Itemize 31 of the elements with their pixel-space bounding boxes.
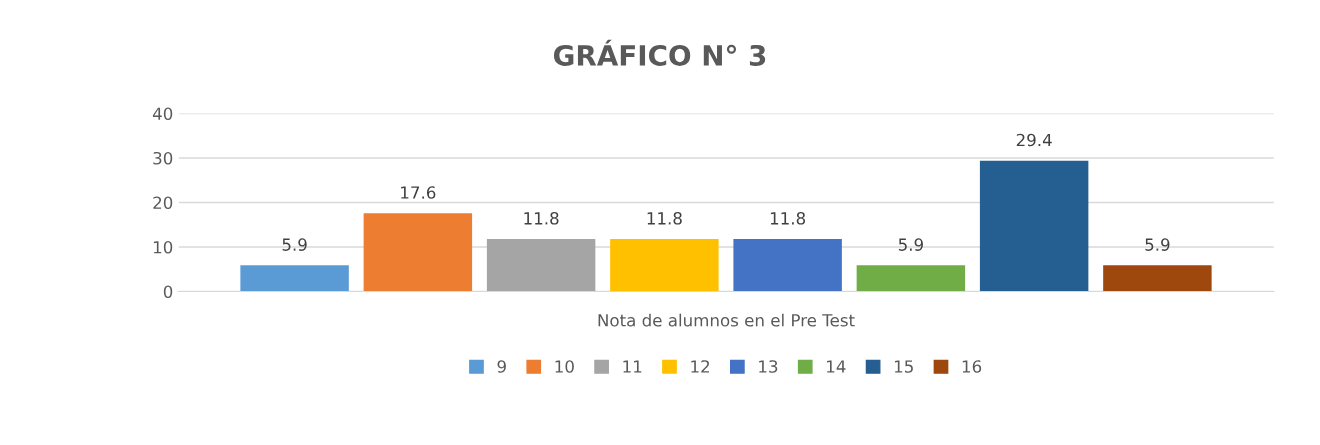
legend-label: 14 <box>827 360 846 373</box>
legend-label: 15 <box>894 360 913 373</box>
y-tick-label: 20 <box>153 196 173 210</box>
bar <box>1103 265 1212 292</box>
bar <box>363 213 473 292</box>
y-tick-label: 0 <box>163 285 173 299</box>
data-label: 29.4 <box>1016 133 1052 147</box>
bar <box>856 265 966 292</box>
legend-label: 10 <box>555 360 574 373</box>
bar <box>733 238 842 292</box>
y-tick-label: 10 <box>153 240 173 254</box>
legend-label: 12 <box>691 360 710 373</box>
chart-title: GRÁFICO N° 3 <box>553 39 766 66</box>
legend-label: 9 <box>497 360 506 373</box>
x-tick-label: Nota de alumnos en el Pre Test <box>598 313 855 327</box>
y-tick-label: 40 <box>152 107 173 121</box>
data-label: 11.8 <box>647 212 682 225</box>
data-label: 5.9 <box>898 238 923 251</box>
bar <box>979 160 1089 292</box>
bar <box>610 238 719 292</box>
y-tick-label: 30 <box>153 151 173 165</box>
data-label: 11.8 <box>770 212 806 225</box>
bar <box>486 238 596 292</box>
data-label: 5.9 <box>282 238 307 251</box>
legend-label: 13 <box>759 360 778 373</box>
data-label: 11.8 <box>524 212 559 225</box>
legend-label: 16 <box>962 360 982 373</box>
legend-label: 11 <box>623 360 642 373</box>
bar <box>240 265 349 292</box>
data-label: 5.9 <box>1145 238 1170 251</box>
data-label: 17.6 <box>401 186 436 199</box>
